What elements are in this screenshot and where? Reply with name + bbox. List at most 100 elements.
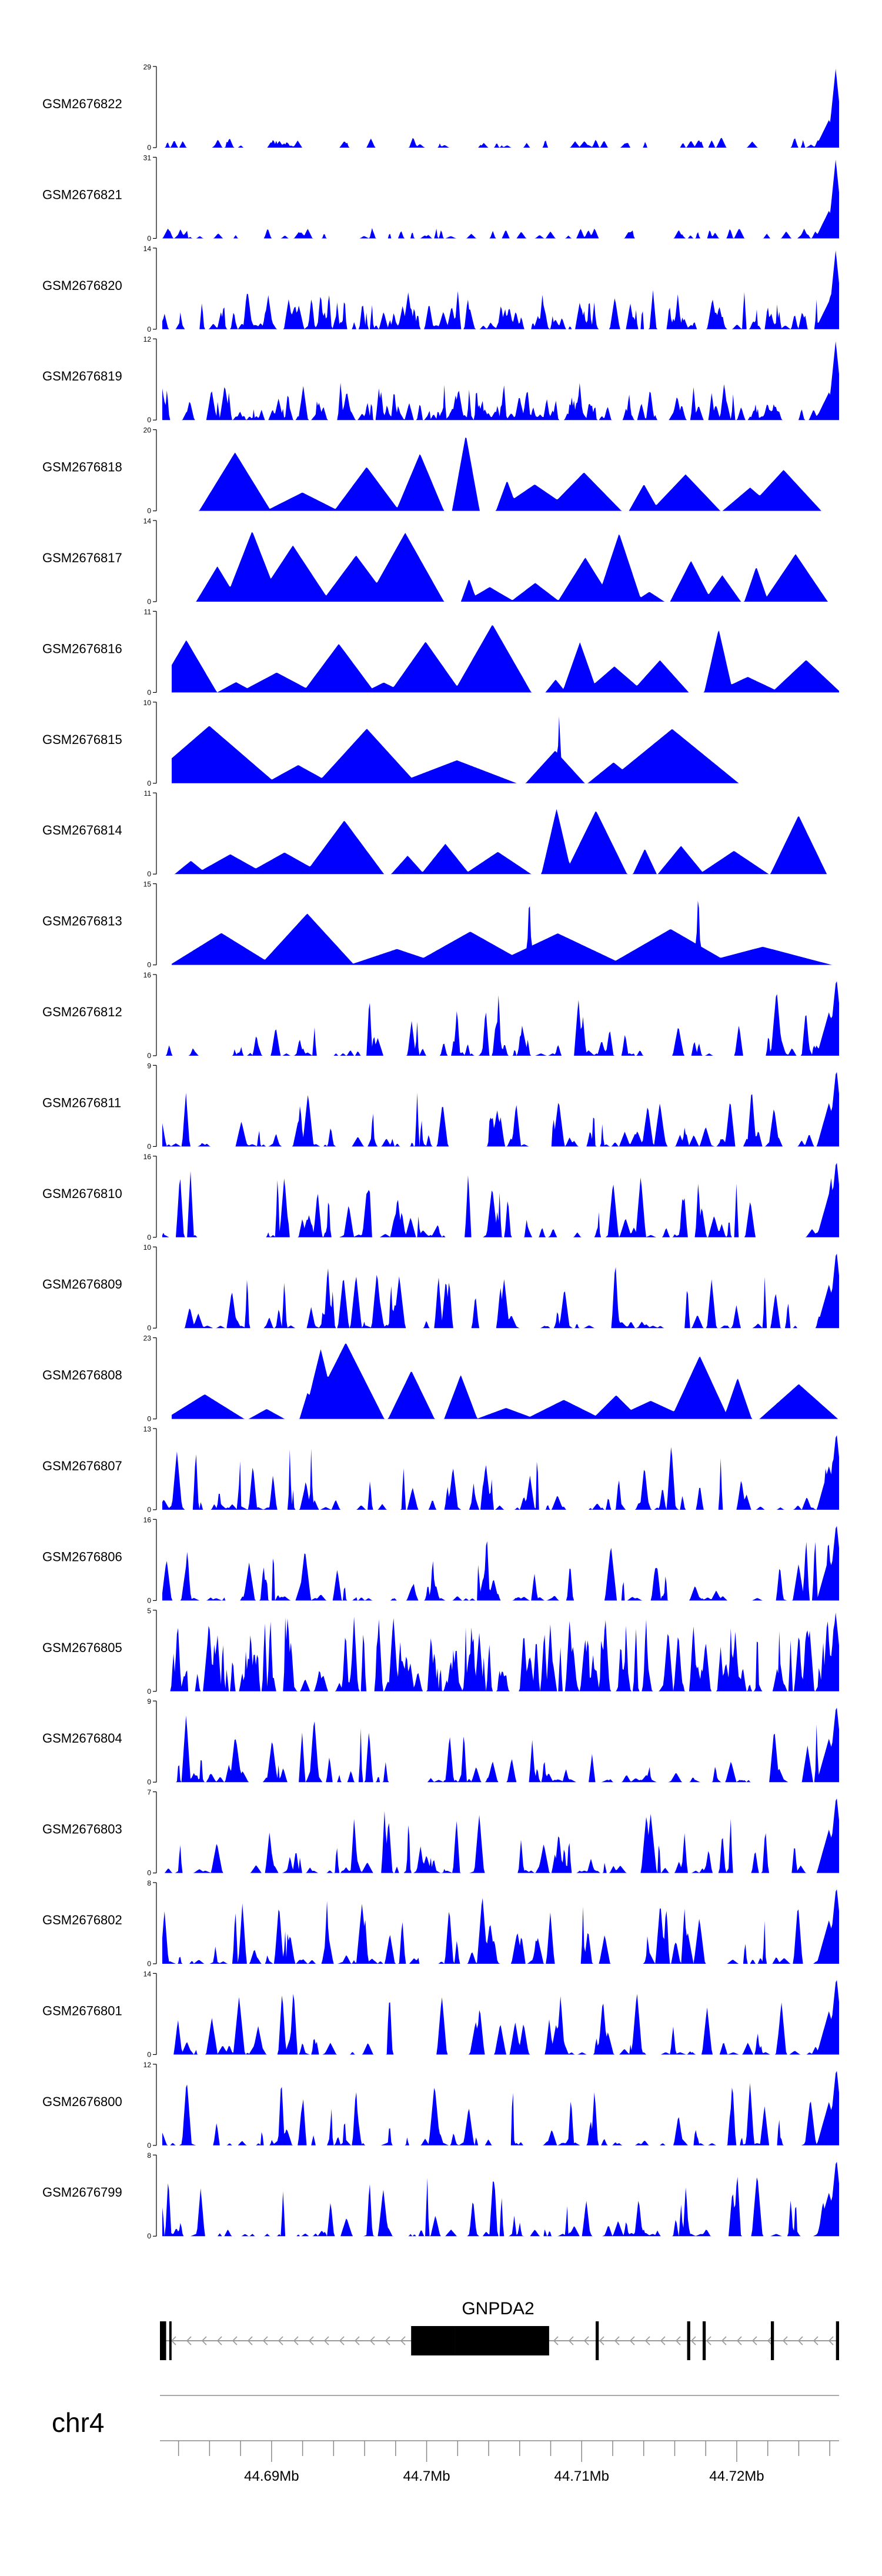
track-ymax-label: 12 (143, 2061, 152, 2069)
track-ymax-label: 14 (143, 245, 152, 253)
strand-chevron (339, 2336, 345, 2345)
strand-chevron (323, 2336, 329, 2345)
track-ymax-label: 16 (143, 1516, 152, 1524)
track-label: GSM2676815 (42, 732, 122, 747)
track-coverage-area (162, 1526, 839, 1601)
track-label: GSM2676814 (42, 823, 122, 837)
track-label: GSM2676805 (42, 1640, 122, 1655)
track-ymax-label: 13 (143, 1425, 152, 1433)
track-ymax-label: 10 (143, 699, 152, 707)
track-label: GSM2676806 (42, 1549, 122, 1564)
track-GSM2676805: GSM2676805 5 0 (42, 1607, 839, 1696)
track-coverage-area (172, 1343, 839, 1419)
track-coverage-area (162, 2161, 839, 2237)
strand-chevron (186, 2336, 192, 2345)
strand-chevron (553, 2336, 559, 2345)
track-label: GSM2676822 (42, 96, 122, 111)
track-coverage-area (162, 2071, 839, 2145)
track-ymax-label: 5 (147, 1607, 151, 1615)
track-GSM2676817: GSM2676817 14 0 (42, 517, 839, 606)
track-ymin-label: 0 (147, 416, 151, 424)
track-ymax-label: 9 (147, 1062, 151, 1070)
track-label: GSM2676817 (42, 550, 122, 565)
track-GSM2676819: GSM2676819 12 0 (42, 335, 839, 424)
strand-chevron (751, 2336, 757, 2345)
track-ymax-label: 14 (143, 1970, 152, 1978)
track-label: GSM2676821 (42, 187, 122, 202)
strand-chevron (385, 2336, 390, 2345)
strand-chevron (767, 2336, 773, 2345)
track-ymax-label: 20 (143, 426, 152, 435)
track-ymax-label: 29 (143, 63, 152, 71)
track-coverage-area (162, 159, 839, 239)
track-label: GSM2676801 (42, 2003, 122, 2018)
track-label: GSM2676804 (42, 1731, 122, 1746)
track-ymin-label: 0 (147, 1869, 151, 1877)
gene-model-track: GNPDA2 (160, 2299, 839, 2360)
strand-chevron (400, 2336, 406, 2345)
track-label: GSM2676808 (42, 1368, 122, 1383)
strand-chevron (308, 2336, 314, 2345)
strand-chevron (171, 2336, 176, 2345)
track-GSM2676803: GSM2676803 7 0 (42, 1788, 839, 1877)
strand-chevron (629, 2336, 635, 2345)
track-ymax-label: 15 (143, 880, 152, 889)
track-label: GSM2676819 (42, 369, 122, 383)
track-coverage-area (172, 625, 839, 693)
strand-chevron (232, 2336, 238, 2345)
track-coverage-area (172, 716, 792, 783)
strand-chevron (782, 2336, 788, 2345)
axis-tick-label: 44.69Mb (244, 2468, 299, 2484)
strand-chevron (354, 2336, 360, 2345)
track-label: GSM2676813 (42, 914, 122, 929)
track-GSM2676802: GSM2676802 8 0 (42, 1879, 839, 1968)
strand-chevron (599, 2336, 604, 2345)
track-ymax-label: 8 (147, 1879, 151, 1887)
strand-chevron (736, 2336, 742, 2345)
track-ymax-label: 10 (143, 1243, 152, 1252)
track-ymax-label: 7 (147, 1788, 151, 1797)
strand-chevron (568, 2336, 574, 2345)
track-coverage-area (162, 1889, 839, 1964)
track-GSM2676801: GSM2676801 14 0 (42, 1970, 839, 2058)
track-coverage-area (162, 1707, 839, 1783)
track-ymax-label: 9 (147, 1697, 151, 1706)
track-GSM2676816: GSM2676816 11 0 (42, 608, 839, 696)
track-coverage-area (172, 809, 839, 875)
strand-chevron (278, 2336, 283, 2345)
track-ymin-label: 0 (147, 1052, 151, 1060)
track-coverage-area (162, 1435, 839, 1510)
track-ymax-label: 16 (143, 1153, 152, 1161)
track-ymax-label: 8 (147, 2151, 151, 2160)
strand-chevron (828, 2336, 834, 2345)
track-label: GSM2676811 (42, 1095, 121, 1110)
track-ymin-label: 0 (147, 2232, 151, 2240)
track-label: GSM2676816 (42, 641, 122, 656)
strand-chevron (262, 2336, 268, 2345)
strand-chevron (247, 2336, 253, 2345)
strand-chevron (813, 2336, 818, 2345)
track-coverage-area (162, 1980, 839, 2055)
track-GSM2676809: GSM2676809 10 0 (42, 1243, 839, 1332)
track-ymin-label: 0 (147, 1687, 151, 1696)
track-coverage-area (172, 532, 839, 602)
track-ymax-label: 31 (143, 154, 152, 162)
strand-chevron (706, 2336, 711, 2345)
track-label: GSM2676799 (42, 2185, 122, 2200)
track-ymin-label: 0 (147, 1960, 151, 1968)
track-ymin-label: 0 (147, 779, 151, 788)
track-GSM2676820: GSM2676820 14 0 (42, 245, 839, 333)
gene-exon (169, 2321, 172, 2360)
track-coverage-area (162, 341, 839, 421)
track-GSM2676822: GSM2676822 29 0 (42, 63, 839, 152)
track-ymin-label: 0 (147, 961, 151, 969)
strand-chevron (675, 2336, 681, 2345)
track-ymax-label: 11 (144, 789, 152, 798)
genome-axis: chr4 44.69Mb 44.7Mb 44.71Mb 44.72Mb (52, 2395, 839, 2484)
track-GSM2676808: GSM2676808 23 0 (42, 1334, 839, 1423)
track-label: GSM2676820 (42, 278, 122, 293)
track-coverage-area (162, 1612, 839, 1691)
track-ymin-label: 0 (147, 870, 151, 878)
track-GSM2676811: GSM2676811 9 0 (42, 1062, 839, 1150)
